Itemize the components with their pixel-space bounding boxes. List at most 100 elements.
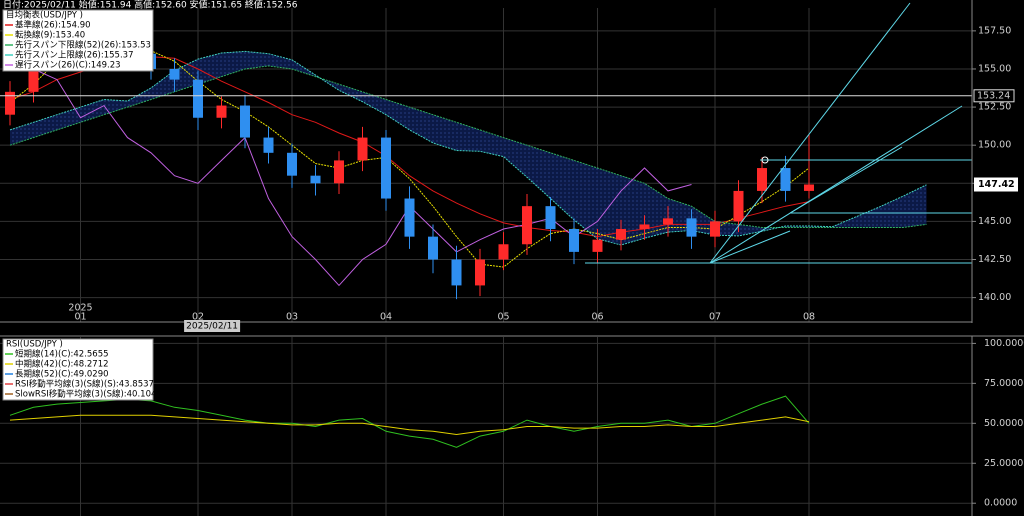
candle-body [780, 168, 791, 191]
y-tick-label: 145.00 [978, 216, 1011, 227]
y-tick-label: 155.00 [978, 63, 1011, 74]
cloud [433, 114, 457, 151]
candle-body [240, 105, 250, 138]
anchor-point [761, 156, 769, 164]
price-line-box [973, 89, 1015, 103]
header-info: 日付:2025/02/11 始値:151.94 高値:152.60 安値:151… [3, 0, 298, 11]
candle-body [498, 244, 509, 260]
cloud [550, 152, 574, 220]
cloud [738, 224, 762, 236]
trend-line [709, 230, 791, 264]
x-tick-label: 06 [591, 312, 603, 323]
trend-line [789, 146, 903, 214]
cloud [362, 91, 386, 115]
legend-label: SlowRSI移動平均線(3)(S線):40.1042 [15, 389, 162, 400]
cloud [104, 99, 128, 115]
cloud [879, 196, 903, 228]
candle-body [451, 259, 462, 286]
candle-body [710, 221, 720, 237]
cloud [644, 183, 668, 239]
cloud [268, 53, 292, 69]
cloud [480, 129, 504, 157]
cloud [174, 59, 198, 92]
cloud [198, 52, 222, 85]
trend-line [709, 105, 963, 264]
candle-body [475, 259, 485, 286]
legend-label: 基準線(26):154.90 [15, 20, 91, 31]
x-tick-label: 07 [709, 312, 721, 323]
y-tick-label: 150.00 [978, 140, 1011, 151]
price-line-label: 153.24 [977, 90, 1010, 101]
candle-body [639, 224, 650, 230]
x-tick-label: 05 [497, 312, 509, 323]
legend-title: 目均衡表(USD/JPY ) [6, 10, 83, 21]
y-tick-label: 140.00 [978, 292, 1011, 303]
legend-label: 先行スパン上限線(26):155.37 [15, 50, 133, 61]
cloud [221, 51, 245, 77]
candle-body [357, 137, 368, 161]
cloud [80, 99, 104, 123]
cursor-label: 2025/02/11 [186, 322, 238, 332]
cloud [621, 175, 645, 246]
grid [0, 8, 976, 516]
cloud [245, 51, 269, 69]
drawings [585, 2, 972, 264]
cloud [127, 88, 151, 108]
y-tick-label: 142.50 [978, 254, 1011, 265]
cloud [503, 137, 527, 178]
separator [0, 323, 1024, 336]
cloud [856, 206, 880, 228]
x-tick-label: 02 [192, 312, 204, 323]
legend-label: 長期線(52)(C):49.0290 [15, 369, 109, 380]
cloud [668, 198, 692, 233]
x-tick-label: 04 [380, 312, 392, 323]
candle-body [616, 229, 626, 240]
candle-body [663, 218, 673, 225]
y-tick-label: 75.0000 [984, 378, 1023, 389]
cursor-box [184, 320, 241, 332]
y-tick-label: 152.50 [978, 102, 1011, 113]
y-tick-label: 157.50 [978, 25, 1011, 36]
cloud [691, 206, 715, 236]
indicator-line [9, 50, 927, 246]
candle-body [216, 105, 227, 118]
candle-body [334, 160, 344, 184]
legend-box [2, 9, 154, 72]
legend-box [2, 338, 154, 401]
cloud [386, 99, 410, 130]
candle-body [381, 137, 391, 199]
rsi-line [9, 414, 810, 436]
legend-label: 転換線(9):153.40 [15, 30, 85, 41]
candle-body [428, 236, 438, 260]
candle-body [263, 137, 274, 153]
y-tick-label: 25.0000 [984, 458, 1023, 469]
candle-body [757, 168, 767, 191]
candle-body [569, 229, 579, 252]
x-tick-label: 03 [286, 312, 298, 323]
candle-body [169, 68, 180, 80]
candle-body [5, 91, 15, 115]
last-price-label: 147.42 [978, 179, 1015, 190]
cloud [409, 107, 433, 143]
candle-body [28, 53, 39, 92]
y-tick-label: 0.0000 [984, 498, 1017, 509]
legend-label: 遅行スパン(26)(C):149.23 [15, 60, 121, 71]
candle-body [287, 152, 297, 176]
candle-body [404, 198, 415, 237]
cloud [456, 122, 480, 152]
candle-body [193, 79, 203, 118]
cloud [151, 70, 175, 100]
candle-body [686, 218, 697, 237]
overlay: 140.00142.50145.00147.50150.00152.50155.… [2, 9, 1024, 509]
candle-body [310, 175, 321, 184]
x-tick-label: 01 [74, 312, 86, 323]
cloud [527, 145, 551, 199]
legend-title: RSI(USD/JPY ) [6, 340, 63, 350]
legend-label: 先行スパン下限線(52)(26):153.53 [15, 40, 151, 51]
cloud [33, 114, 57, 138]
candle-body [804, 184, 814, 191]
trend-line [709, 2, 911, 264]
legend-label: 中期線(42)(C):48.2712 [15, 359, 109, 370]
